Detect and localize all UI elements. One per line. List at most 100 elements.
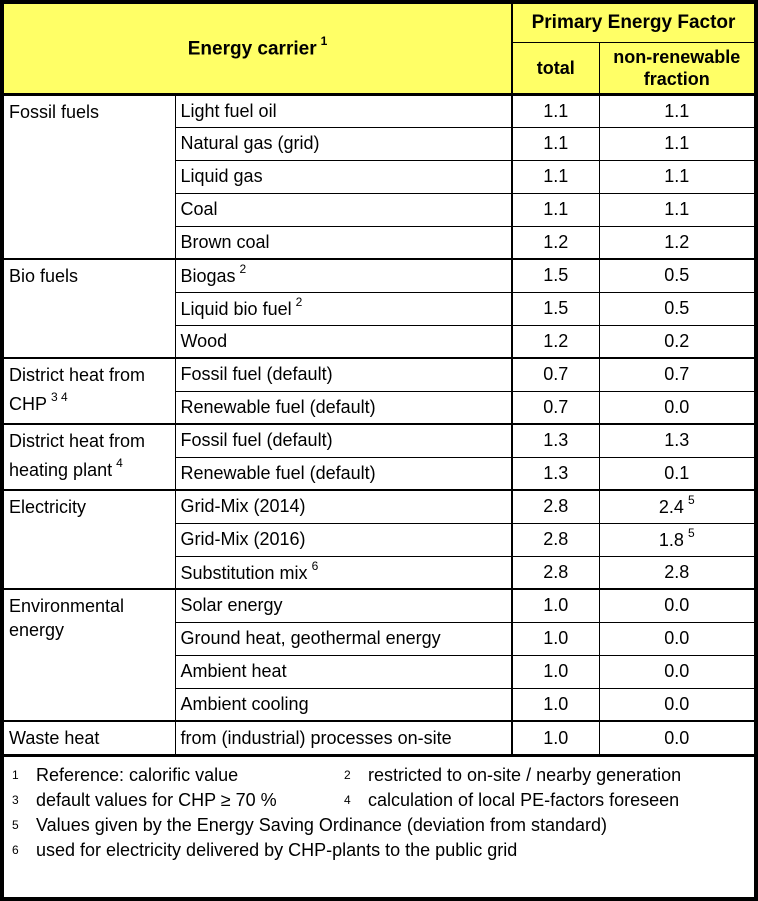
footnote-text: restricted to on-site / nearby generatio… <box>368 765 682 785</box>
fraction-text: 1.8 <box>658 530 684 550</box>
header-row-1: Energy carrier 1 Primary Energy Factor <box>4 4 755 96</box>
total-cell: 2.8 <box>512 489 600 523</box>
footnote-4: 4 calculation of local PE-factors foresee… <box>342 788 748 813</box>
total-cell: 1.2 <box>512 225 600 259</box>
carrier-text: Liquid bio fuel <box>180 299 292 319</box>
carrier-cell: Renewable fuel (default) <box>175 456 514 490</box>
total-cell: 1.1 <box>512 93 600 127</box>
footnote-ref: 1 <box>320 34 328 49</box>
carrier-cell: Substitution mix 6 <box>175 555 514 589</box>
fraction-cell: 1.3 <box>599 423 755 457</box>
fraction-cell: 0.0 <box>599 687 755 721</box>
fraction-cell: 0.1 <box>599 456 755 490</box>
carrier-cell: Renewable fuel (default) <box>175 390 514 424</box>
total-cell: 1.1 <box>512 126 600 160</box>
table-header: Energy carrier 1 Primary Energy Factor to… <box>4 4 755 96</box>
fraction-cell: 1.1 <box>599 159 755 193</box>
carrier-cell: Ambient heat <box>175 654 514 688</box>
footnote-marker: 3 <box>12 793 19 807</box>
total-cell: 1.1 <box>512 192 600 226</box>
footnotes: 1 Reference: calorific value 2 restricted … <box>4 754 754 897</box>
category-text: District heat from heating plant <box>9 431 146 480</box>
footnote-ref: 6 <box>311 558 319 573</box>
total-cell: 0.7 <box>512 390 600 424</box>
fraction-cell: 0.2 <box>599 324 755 358</box>
table-row: Ambient cooling 1.0 0.0 <box>4 687 755 721</box>
footnote-marker: 1 <box>12 768 19 782</box>
fraction-cell: 1.2 <box>599 225 755 259</box>
total-cell: 0.7 <box>512 357 600 391</box>
table-row: Renewable fuel (default) 1.3 0.1 <box>4 456 755 490</box>
fraction-cell: 0.0 <box>599 390 755 424</box>
table-row: Brown coal 1.2 1.2 <box>4 225 755 259</box>
footnote-marker: 6 <box>12 843 19 857</box>
fraction-cell: 0.0 <box>599 588 755 622</box>
table-row: Liquid bio fuel 2 1.5 0.5 <box>4 291 755 325</box>
category-cell: Bio fuels <box>4 258 176 358</box>
footnote-text: Values given by the Energy Saving Ordina… <box>36 815 607 835</box>
category-text: District heat from CHP <box>9 365 146 414</box>
table-row: District heat from CHP 3 4 Fossil fuel (d… <box>4 357 755 424</box>
footnote-ref: 5 <box>687 526 695 540</box>
table-row: Fossil fuels Light fuel oil 1.1 1.1 <box>4 93 755 259</box>
pef-table: Energy carrier 1 Primary Energy Factor to… <box>4 4 755 754</box>
footnote-text: default values for CHP ≥ 70 % <box>36 790 277 810</box>
carrier-cell: Biogas 2 <box>175 258 514 292</box>
carrier-cell: Fossil fuel (default) <box>175 357 514 391</box>
total-cell: 1.3 <box>512 423 600 457</box>
total-cell: 1.1 <box>512 159 600 193</box>
carrier-text: Biogas <box>180 266 236 287</box>
category-cell: Fossil fuels <box>4 93 176 259</box>
total-cell: 1.5 <box>512 258 600 292</box>
carrier-cell: Solar energy <box>175 588 514 622</box>
fraction-cell: 1.1 <box>599 93 755 127</box>
carrier-cell: Liquid bio fuel 2 <box>175 291 514 325</box>
fraction-cell: 0.0 <box>599 720 755 754</box>
header-row-2: total non-renewable fraction <box>4 42 755 96</box>
table-row: Coal 1.1 1.1 <box>4 192 755 226</box>
carrier-cell: Brown coal <box>175 225 514 259</box>
footnote-3: 3 default values for CHP ≥ 70 % <box>10 788 342 813</box>
carrier-cell: Grid-Mix (2014) <box>175 489 514 523</box>
total-cell: 1.0 <box>512 621 600 655</box>
table-row: Bio fuels Biogas 2 1.5 0.5 <box>4 258 755 358</box>
footnote-2: 2 restricted to on-site / nearby generati… <box>342 763 748 788</box>
table-row: Ambient heat 1.0 0.0 <box>4 654 755 688</box>
total-cell: 1.0 <box>512 654 600 688</box>
footnote-ref: 5 <box>687 493 695 508</box>
fraction-cell: 0.5 <box>599 291 755 325</box>
table-row: Natural gas (grid) 1.1 1.1 <box>4 126 755 160</box>
footnote-line-1: 1 Reference: calorific value 2 restricted … <box>10 763 748 788</box>
footnote-ref: 2 <box>239 262 247 277</box>
fraction-cell: 0.5 <box>599 258 755 292</box>
header-primary-energy-factor: Primary Energy Factor <box>512 4 755 43</box>
total-cell: 1.3 <box>512 456 600 490</box>
fraction-cell: 1.1 <box>599 126 755 160</box>
header-total: total <box>512 42 600 96</box>
header-energy-carrier-text: Energy carrier <box>187 38 317 60</box>
carrier-cell: Coal <box>175 192 514 226</box>
total-cell: 1.0 <box>512 720 600 754</box>
total-cell: 1.0 <box>512 588 600 622</box>
fraction-cell: 0.7 <box>599 357 755 391</box>
footnote-1: 1 Reference: calorific value <box>10 763 342 788</box>
table-row: Electricity Grid-Mix (2014) 2.8 2.4 5 <box>4 489 755 589</box>
footnote-marker: 5 <box>12 818 19 832</box>
category-cell: Environmental energy <box>4 588 176 721</box>
carrier-cell: Ground heat, geothermal energy <box>175 621 514 655</box>
footnote-ref: 2 <box>295 295 303 309</box>
table-row: District heat from heating plant 4 Fossil… <box>4 423 755 490</box>
carrier-cell: Natural gas (grid) <box>175 126 514 160</box>
carrier-cell: Fossil fuel (default) <box>175 423 514 457</box>
carrier-cell: Grid-Mix (2016) <box>175 522 514 556</box>
fraction-cell: 2.8 <box>599 555 755 589</box>
total-cell: 1.0 <box>512 687 600 721</box>
carrier-cell: Ambient cooling <box>175 687 514 721</box>
footnote-marker: 2 <box>344 768 351 782</box>
footnote-ref: 3 4 <box>51 390 68 404</box>
category-cell: Electricity <box>4 489 176 589</box>
carrier-cell: Light fuel oil <box>175 93 514 127</box>
table-body: Fossil fuels Light fuel oil 1.1 1.1 Natu… <box>4 93 755 754</box>
table-row: Renewable fuel (default) 0.7 0.0 <box>4 390 755 424</box>
